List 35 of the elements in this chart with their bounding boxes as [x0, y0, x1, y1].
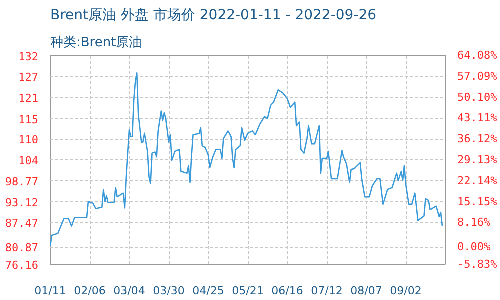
- x-tick-label: 09/02: [390, 284, 422, 298]
- y2-tick-label: 64.08%: [458, 49, 498, 62]
- chart-title: Brent原油 外盘 市场价 2022-01-11 - 2022-09-26: [50, 8, 377, 24]
- x-tick-label: 03/30: [153, 284, 185, 298]
- x-tick-label: 04/25: [192, 284, 224, 298]
- y2-tick-label: 8.16%: [458, 216, 491, 230]
- x-tick-label: 07/12: [311, 284, 343, 298]
- x-tick-label: 03/04: [114, 284, 146, 298]
- chart-subtitle: 种类:Brent原油: [50, 36, 142, 50]
- y2-tick-label: 0.00%: [458, 240, 491, 254]
- y2-tick-label: 50.10%: [458, 90, 498, 104]
- line-series: [50, 72, 444, 247]
- y-tick-label: 127: [18, 70, 39, 84]
- y-tick-label: 87.47: [5, 217, 39, 230]
- x-tick-label: 08/07: [350, 284, 382, 298]
- y2-tick-label: 15.15%: [458, 195, 498, 208]
- y-tick-label: 93.12: [5, 196, 39, 210]
- y-tick-label: 110: [18, 134, 39, 147]
- x-tick-label: 06/16: [272, 284, 304, 298]
- y2-tick-label: 36.12%: [458, 132, 498, 146]
- y2-tick-label: 57.09%: [458, 70, 498, 83]
- x-tick-label: 01/11: [34, 284, 66, 298]
- y-tick-label: 98.77: [5, 175, 39, 188]
- y-tick-label: 104: [18, 154, 39, 168]
- y2-tick-label: 22.14%: [458, 174, 498, 188]
- x-tick-label: 05/21: [232, 284, 264, 298]
- y-tick-label: 115: [18, 114, 39, 127]
- y2-tick-label: 29.13%: [458, 153, 498, 166]
- y-tick-label: 121: [18, 92, 39, 105]
- y-tick-label: 132: [18, 50, 39, 64]
- y2-tick-label: 43.11%: [458, 112, 498, 125]
- x-tick-label: 02/06: [74, 284, 106, 298]
- y-tick-label: 76.16: [5, 259, 39, 272]
- y2-tick-label: -5.83%: [458, 258, 498, 271]
- y-tick-label: 80.87: [5, 242, 39, 255]
